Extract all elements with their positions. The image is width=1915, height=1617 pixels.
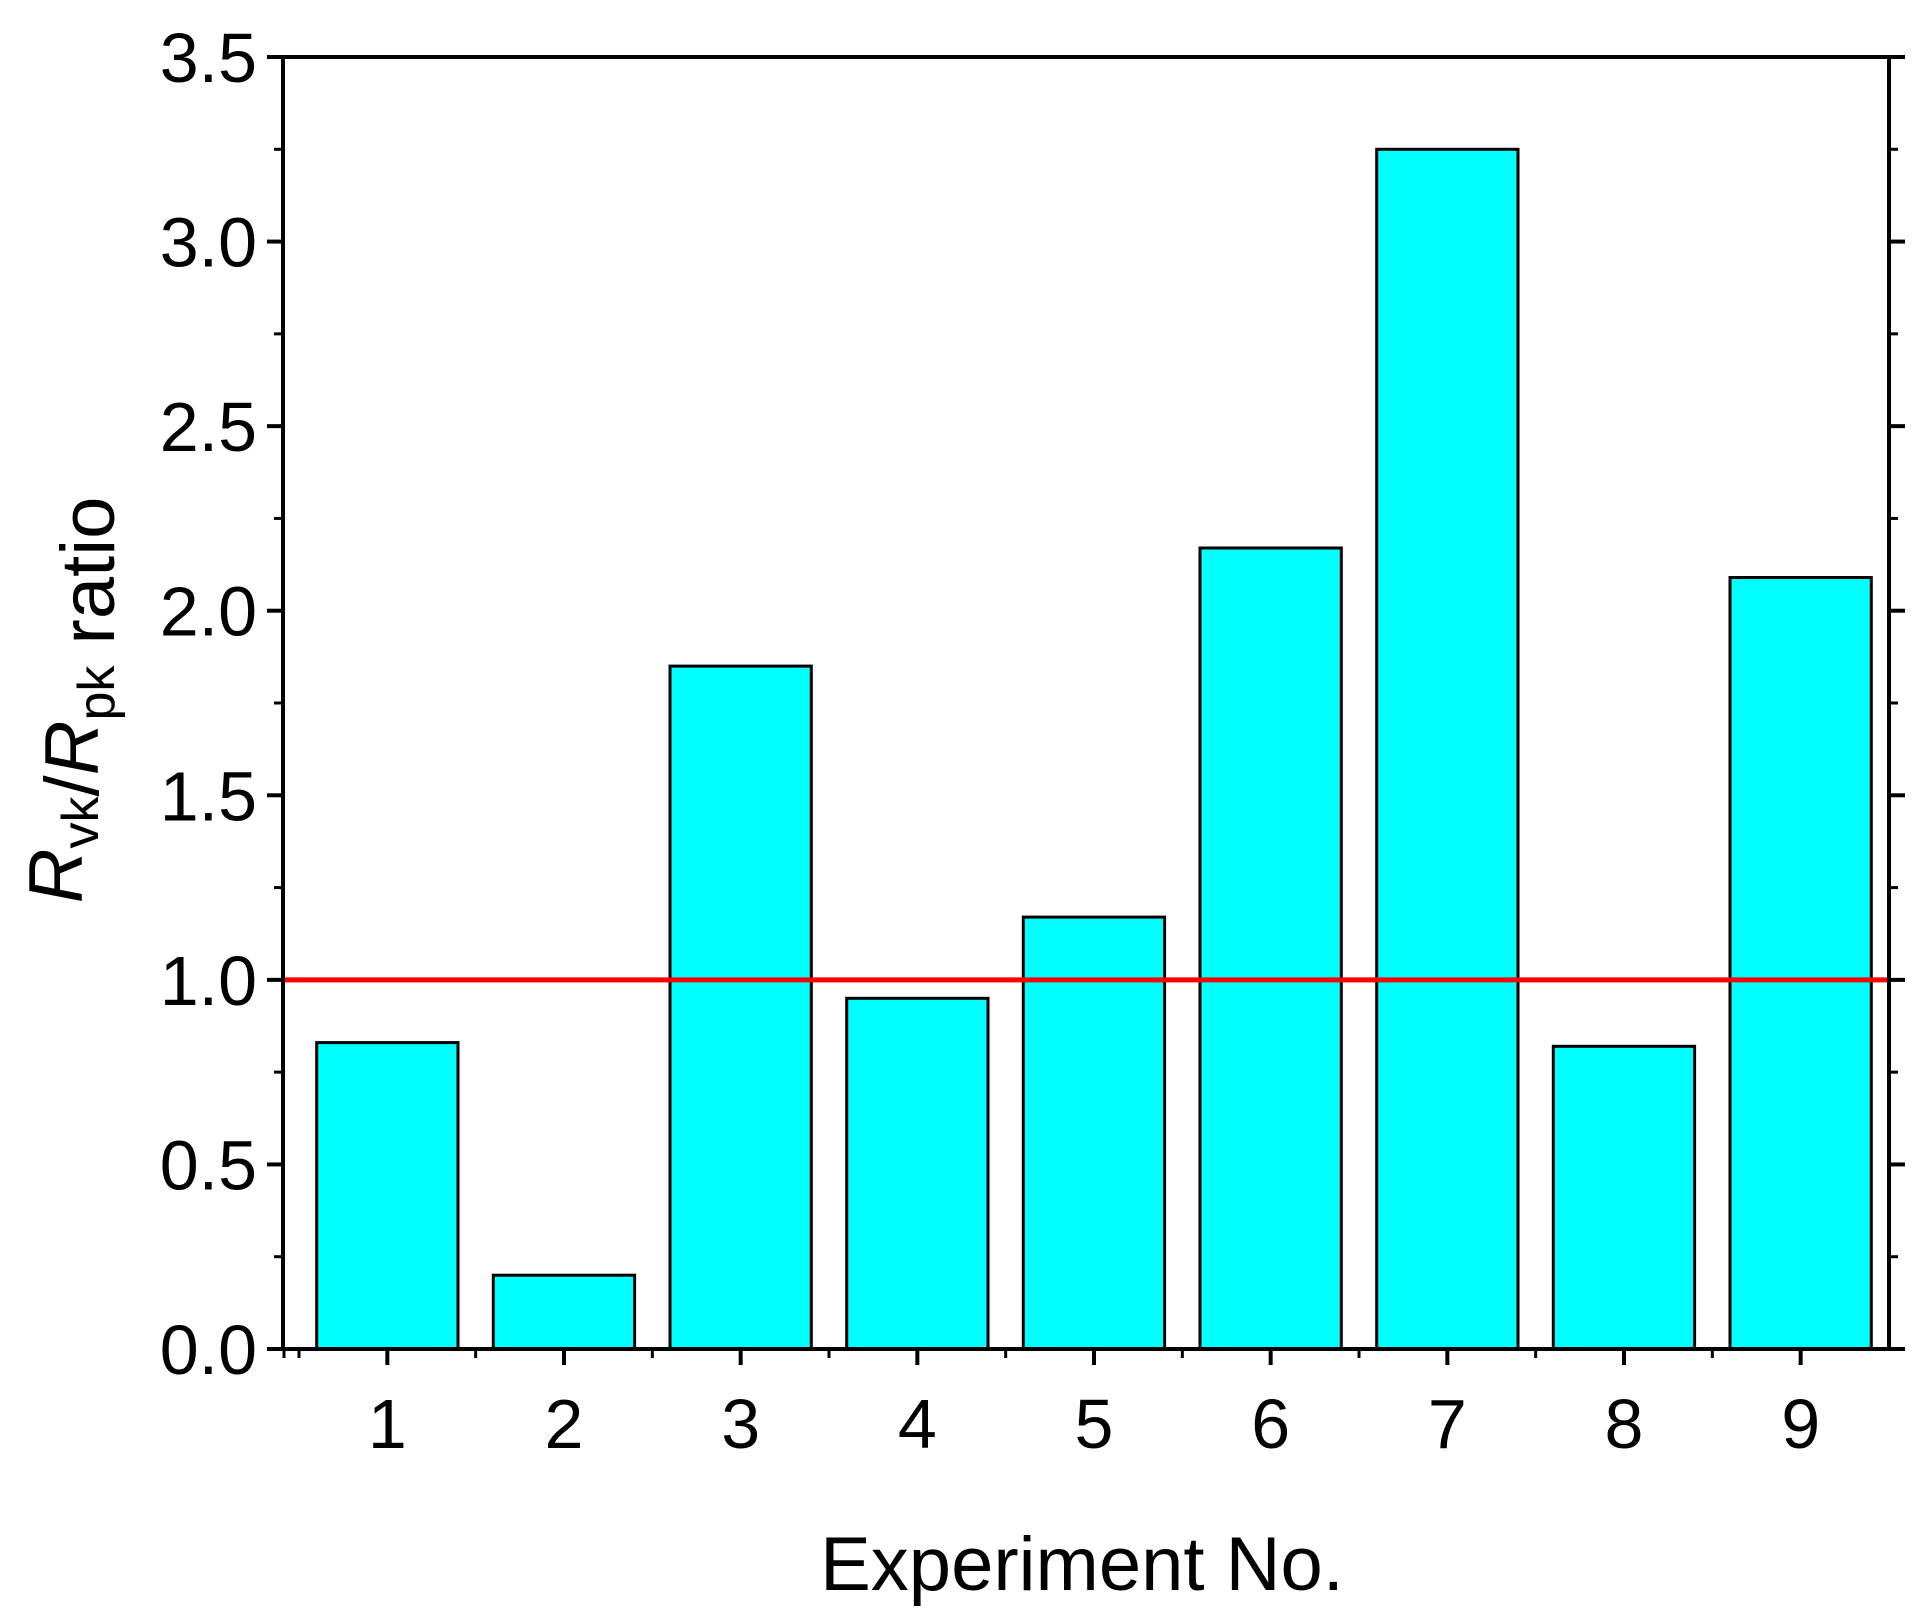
y-tick-label: 1.0 bbox=[160, 942, 257, 1020]
bar-4 bbox=[845, 996, 990, 1351]
y-tick-label: 3.5 bbox=[160, 19, 257, 97]
y-tick-label: 0.0 bbox=[160, 1311, 257, 1389]
y-tick-label: 3.0 bbox=[160, 204, 257, 282]
x-tick-labels: 1 2 3 4 5 6 7 8 9 bbox=[368, 1385, 1820, 1463]
y-axis-title-part: vk bbox=[52, 796, 110, 849]
y-axis-title-part: ratio bbox=[46, 497, 131, 666]
x-tick-label: 5 bbox=[1075, 1385, 1114, 1463]
bar-5 bbox=[1021, 915, 1167, 1351]
x-tick-label: 9 bbox=[1781, 1385, 1820, 1463]
x-tick-label: 3 bbox=[721, 1385, 760, 1463]
bars bbox=[315, 147, 1873, 1351]
x-tick-label: 4 bbox=[898, 1385, 937, 1463]
bar-1 bbox=[315, 1041, 460, 1351]
bar-3 bbox=[668, 664, 813, 1351]
y-tick-labels: 0.0 0.5 1.0 1.5 2.0 2.5 3.0 3.5 bbox=[160, 19, 257, 1389]
y-axis-title-part: R bbox=[14, 849, 99, 904]
x-axis-title: Experiment No. bbox=[820, 1522, 1344, 1607]
bar-6 bbox=[1198, 546, 1343, 1351]
x-tick-label: 2 bbox=[545, 1385, 584, 1463]
y-axis-title: Rvk/Rpk ratio bbox=[14, 497, 131, 904]
x-tick-label: 8 bbox=[1605, 1385, 1644, 1463]
y-tick-label: 0.5 bbox=[160, 1126, 257, 1204]
bar-8 bbox=[1551, 1044, 1697, 1351]
y-axis-title-part: R bbox=[30, 720, 115, 775]
bar-9 bbox=[1728, 576, 1873, 1351]
y-tick-label: 1.5 bbox=[160, 757, 257, 835]
bar-7 bbox=[1375, 147, 1520, 1351]
bar-2 bbox=[491, 1273, 637, 1351]
x-tick-label: 6 bbox=[1251, 1385, 1290, 1463]
y-tick-label: 2.0 bbox=[160, 573, 257, 651]
y-tick-label: 2.5 bbox=[160, 388, 257, 466]
y-axis-title-part: pk bbox=[68, 665, 126, 721]
x-tick-label: 1 bbox=[368, 1385, 407, 1463]
axes bbox=[267, 55, 1905, 1365]
y-axis-title-part: / bbox=[30, 775, 115, 797]
x-tick-label: 7 bbox=[1428, 1385, 1467, 1463]
